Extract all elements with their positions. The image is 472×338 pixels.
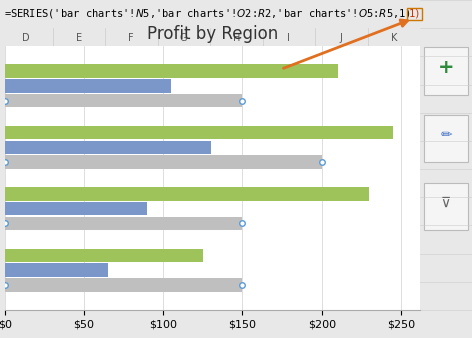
Text: 1): 1)	[408, 9, 421, 19]
Text: G: G	[180, 33, 187, 43]
Bar	[5, 249, 203, 262]
Text: E: E	[76, 33, 82, 43]
Text: J: J	[340, 33, 343, 43]
Bar	[5, 263, 108, 277]
FancyBboxPatch shape	[424, 47, 468, 95]
Bar	[5, 79, 171, 93]
Text: F: F	[128, 33, 134, 43]
Text: +: +	[438, 58, 454, 77]
Bar	[5, 217, 243, 230]
Bar	[5, 202, 147, 215]
Bar	[5, 155, 322, 169]
Text: I: I	[287, 33, 290, 43]
Text: K: K	[390, 33, 397, 43]
Bar	[5, 126, 393, 139]
Bar	[5, 65, 337, 78]
Bar	[5, 278, 243, 292]
Text: D: D	[23, 33, 30, 43]
Text: H: H	[233, 33, 240, 43]
Bar	[5, 141, 211, 154]
Text: =SERIES('bar charts'!$N$5,'bar charts'!$O$2:$R$2,'bar charts'!$O$5:$R$5,1): =SERIES('bar charts'!$N$5,'bar charts'!$…	[4, 7, 411, 21]
Text: ✏: ✏	[440, 128, 452, 142]
Text: ⊽: ⊽	[441, 196, 451, 210]
Title: Profit by Region: Profit by Region	[147, 25, 278, 43]
Bar	[5, 187, 369, 201]
FancyBboxPatch shape	[424, 115, 468, 162]
Bar	[5, 94, 243, 107]
FancyBboxPatch shape	[424, 183, 468, 230]
